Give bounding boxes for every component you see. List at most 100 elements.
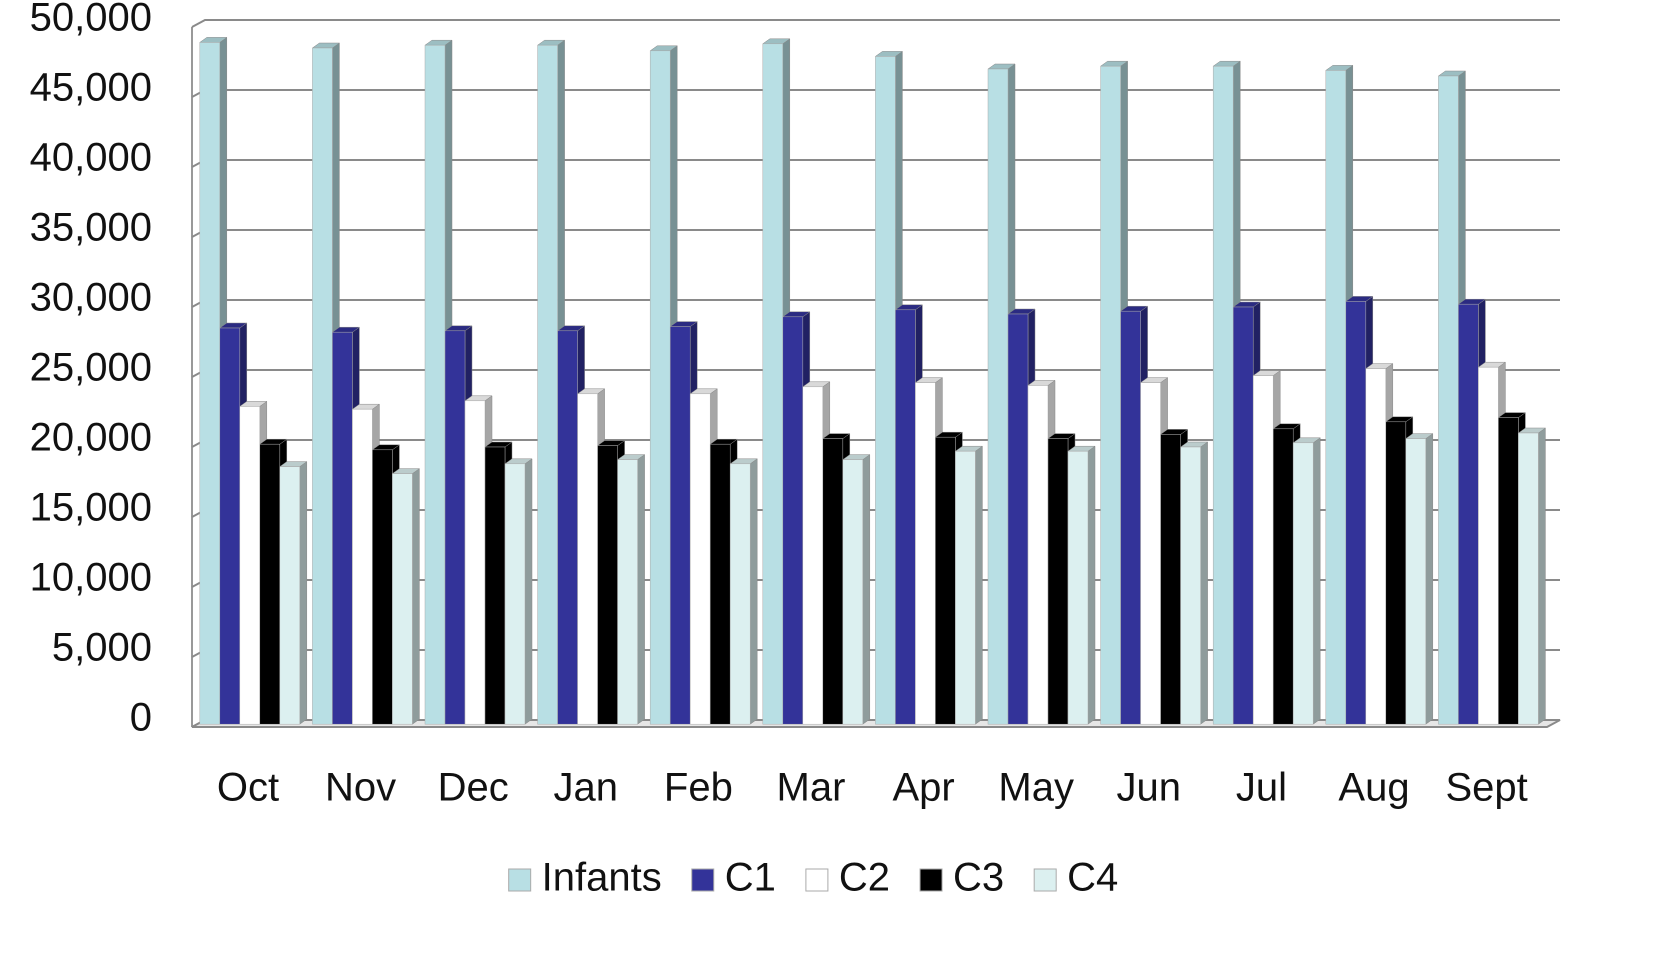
bar xyxy=(392,473,413,725)
bar xyxy=(444,330,466,725)
x-tick-label: Jul xyxy=(1236,766,1287,810)
bar xyxy=(1212,65,1234,725)
bar xyxy=(537,44,558,725)
bar-side xyxy=(749,458,758,725)
bar xyxy=(1405,438,1427,725)
y-tick-label: 20,000 xyxy=(30,416,152,460)
bar xyxy=(557,330,578,725)
bar xyxy=(955,450,976,725)
y-tick-label: 30,000 xyxy=(30,276,152,320)
bar xyxy=(239,406,261,725)
bar xyxy=(1140,382,1161,725)
bar xyxy=(1232,306,1254,725)
bar-side xyxy=(1538,427,1546,725)
bar xyxy=(1498,417,1519,725)
bar-side xyxy=(975,445,983,725)
bar xyxy=(935,436,956,725)
legend-swatch xyxy=(508,868,532,892)
bar xyxy=(1365,368,1387,725)
bar xyxy=(689,393,711,725)
bar xyxy=(1345,301,1367,725)
x-tick-label: Dec xyxy=(438,766,509,810)
bar-side xyxy=(1425,433,1434,725)
y-tick-label: 5,000 xyxy=(52,626,152,670)
bar-side xyxy=(1312,437,1321,725)
bar-side xyxy=(412,468,420,725)
y-tick-label: 25,000 xyxy=(30,346,152,390)
legend-swatch xyxy=(805,868,829,892)
bar xyxy=(802,386,824,725)
bar xyxy=(1120,310,1141,725)
bar xyxy=(729,463,751,725)
bar xyxy=(199,42,221,725)
bar-side xyxy=(862,454,871,725)
x-tick-label: Feb xyxy=(664,766,733,810)
bar xyxy=(1458,303,1479,725)
y-tick-label: 35,000 xyxy=(30,206,152,250)
bar xyxy=(669,326,691,725)
bar xyxy=(332,331,353,725)
bar xyxy=(1047,438,1069,725)
bar xyxy=(1478,366,1499,725)
x-tick-label: Aug xyxy=(1338,766,1409,810)
y-tick-label: 0 xyxy=(130,696,152,740)
bar xyxy=(484,446,506,725)
bar xyxy=(1027,385,1049,725)
bar xyxy=(312,47,333,725)
legend-swatch xyxy=(919,868,943,892)
x-tick-label: Oct xyxy=(217,766,279,810)
y-tick-label: 40,000 xyxy=(30,136,152,180)
bar xyxy=(219,327,241,725)
bar xyxy=(822,438,844,725)
bar xyxy=(1007,313,1029,725)
x-tick-label: Apr xyxy=(892,766,954,810)
legend-swatch xyxy=(1033,868,1057,892)
bar xyxy=(782,316,804,725)
bar xyxy=(352,408,373,725)
bar-side xyxy=(1087,445,1096,725)
x-tick-label: May xyxy=(998,766,1074,810)
bar xyxy=(1325,70,1347,725)
bar-side xyxy=(524,458,533,725)
bar xyxy=(1252,375,1274,725)
bar xyxy=(504,463,526,725)
x-tick-label: Nov xyxy=(325,766,396,810)
bar xyxy=(597,445,618,725)
y-tick-label: 50,000 xyxy=(30,0,152,40)
bar xyxy=(987,68,1009,725)
x-tick-label: Mar xyxy=(777,766,846,810)
bar xyxy=(372,449,393,725)
bar xyxy=(259,443,281,725)
bar xyxy=(1180,446,1201,725)
legend-label: Infants xyxy=(542,856,662,900)
bar xyxy=(842,459,864,725)
bar xyxy=(1385,421,1407,725)
bar xyxy=(709,443,731,725)
bar-side xyxy=(299,461,308,725)
bar xyxy=(577,393,598,725)
bar xyxy=(649,50,671,725)
bar xyxy=(424,44,446,725)
x-tick-label: Jan xyxy=(554,766,619,810)
grid-line xyxy=(191,19,1560,28)
y-tick-label: 10,000 xyxy=(30,556,152,600)
x-tick-label: Jun xyxy=(1117,766,1182,810)
bar xyxy=(1160,434,1181,725)
bar xyxy=(895,309,916,725)
y-tick-label: 45,000 xyxy=(30,66,152,110)
bar xyxy=(1100,65,1121,725)
bar xyxy=(762,43,784,725)
bar xyxy=(915,382,936,725)
bar xyxy=(1518,432,1539,725)
bar xyxy=(464,400,486,725)
bar xyxy=(617,459,638,725)
bar xyxy=(1438,75,1459,725)
bar xyxy=(875,56,896,725)
legend-label: C2 xyxy=(839,856,890,900)
legend-label: C4 xyxy=(1067,856,1118,900)
legend-label: C3 xyxy=(953,856,1004,900)
legend-label: C1 xyxy=(725,856,776,900)
bar xyxy=(279,466,301,725)
bar xyxy=(1292,442,1314,725)
